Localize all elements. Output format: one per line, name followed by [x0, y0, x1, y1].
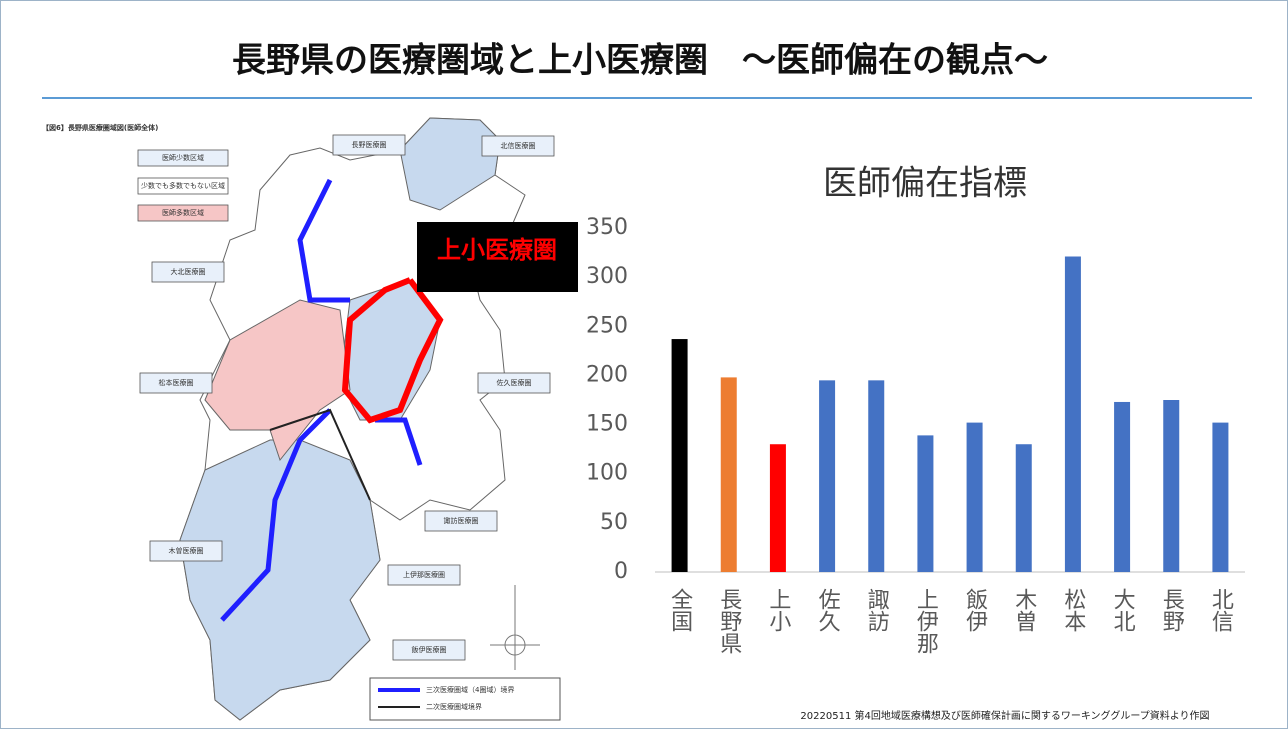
line-legend-label: 二次医療圏域境界: [426, 702, 482, 711]
bar: [868, 380, 885, 572]
boundary-blue: [375, 417, 423, 466]
region-label: 諏訪医療圏: [444, 516, 479, 525]
bar: [819, 380, 836, 572]
y-tick-label: 200: [586, 362, 628, 387]
highlight-box: [417, 222, 578, 292]
x-tick-label: 大北: [1110, 588, 1136, 632]
line-legend: [369, 677, 561, 721]
region-box: [139, 372, 213, 394]
legend-swatch: [137, 177, 229, 195]
region-label: 飯伊医療圏: [412, 645, 447, 654]
region-label: 佐久医療圏: [497, 378, 532, 387]
bar: [1064, 256, 1081, 572]
area-shaded: [399, 117, 501, 211]
region-box: [151, 261, 225, 283]
bar: [966, 422, 983, 572]
boundary-black: [269, 408, 371, 501]
bar: [1212, 422, 1229, 572]
line-legend-label: 三次医療圏域（4圏域）境界: [426, 685, 514, 694]
legend-swatch: [137, 204, 229, 222]
bar: [720, 377, 737, 572]
region-box: [481, 135, 555, 157]
bar: [769, 444, 786, 572]
bar: [671, 339, 688, 572]
x-tick-label: 木曽: [1011, 588, 1037, 632]
y-tick-label: 250: [586, 313, 628, 338]
y-tick-label: 100: [586, 461, 628, 486]
compass: [490, 585, 540, 670]
bar: [1015, 444, 1032, 572]
x-tick-label: 全国: [667, 588, 693, 632]
region-box: [332, 134, 406, 156]
boundary-red: [341, 277, 444, 424]
bar: [917, 435, 934, 572]
region-label: 上伊那医療圏: [403, 570, 445, 579]
legend-label: 医師少数区域: [162, 153, 204, 162]
x-tick-label: 北信: [1208, 588, 1234, 632]
area-pink: [204, 299, 351, 462]
highlight-label: 上小医療圏: [437, 236, 557, 264]
boundary-blue: [297, 178, 350, 303]
x-tick-label: 長野: [1159, 588, 1185, 632]
bar: [1163, 400, 1180, 572]
region-box: [424, 510, 498, 532]
region-box: [387, 564, 461, 586]
legend-label: 医師多数区域: [162, 208, 204, 217]
x-tick-label: 上伊那: [913, 588, 939, 654]
y-tick-label: 50: [600, 510, 628, 535]
y-tick-label: 150: [586, 412, 628, 437]
y-tick-label: 300: [586, 264, 628, 289]
chart-title: 医師偏在指標: [823, 164, 1027, 204]
legend-label: 少数でも多数でもない区域: [141, 181, 225, 190]
region-label: 北信医療圏: [501, 141, 536, 150]
area-shaded: [179, 439, 381, 721]
slide-title: 長野県の医療圏域と上小医療圏 ～医師偏在の観点～: [232, 41, 1048, 81]
legend-swatch: [137, 149, 229, 167]
x-tick-label: 佐久: [815, 588, 841, 632]
region-box: [477, 372, 551, 394]
map-caption: 【図6】長野県医療圏域図(医師全体): [42, 123, 158, 132]
x-tick-label: 上小: [765, 588, 791, 632]
region-label: 松本医療圏: [159, 378, 194, 387]
region-label: 木曽医療圏: [169, 546, 204, 555]
x-tick-label: 長野県: [716, 588, 742, 654]
x-tick-label: 諏訪: [864, 588, 890, 632]
region-label: 大北医療圏: [171, 267, 206, 276]
source-note: 20220511 第4回地域医療構想及び医師確保計画に関するワーキンググループ資…: [800, 709, 1209, 722]
region-box: [149, 540, 223, 562]
y-tick-label: 350: [586, 215, 628, 240]
region-label: 長野医療圏: [352, 140, 387, 149]
x-tick-label: 飯伊: [962, 588, 988, 632]
x-tick-label: 松本: [1060, 588, 1086, 632]
bar: [1114, 401, 1131, 572]
boundary-blue: [220, 408, 332, 622]
y-tick-label: 0: [614, 559, 628, 584]
map: 【図6】長野県医療圏域図(医師全体) 医師少数区域 少数でも多数でもない区域 医…: [42, 117, 578, 721]
region-box: [392, 639, 466, 661]
